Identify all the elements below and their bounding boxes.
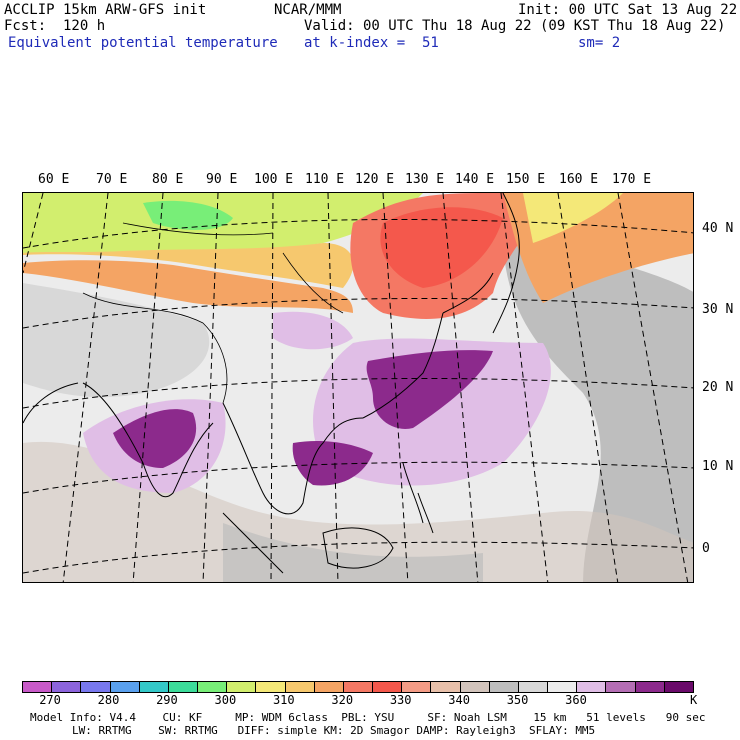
coastline-sumatra	[222, 512, 284, 574]
model-title: ACCLIP 15km ARW-GFS init	[4, 2, 207, 18]
color-scale-swatch	[373, 682, 403, 692]
longitude-label: 120 E	[355, 172, 395, 187]
graticule	[23, 193, 693, 582]
valid-time: Valid: 00 UTC Thu 18 Aug 22 (09 KST Thu …	[304, 18, 726, 34]
color-scale-tick-label: 320	[331, 693, 354, 707]
gray-band-south-2	[223, 523, 483, 582]
north-green-patch	[143, 200, 233, 230]
color-scale-swatch	[664, 682, 693, 692]
color-scale-tick-label: 280	[97, 693, 120, 707]
country-borders	[82, 222, 344, 404]
color-scale-swatch	[23, 682, 53, 692]
color-scale-tick-label: 340	[448, 693, 470, 707]
north-salmon-band	[23, 260, 353, 313]
color-scale-swatch	[577, 682, 607, 692]
field-name: Equivalent potential temperature	[8, 35, 278, 51]
longitude-label: 170 E	[612, 172, 652, 187]
color-scale-swatch	[168, 682, 199, 692]
color-scale-unit: K	[690, 693, 698, 707]
coastline-arabia	[23, 382, 79, 424]
model-info-line-1: Model Info: V4.4 CU: KF MP: WDM 6class P…	[30, 711, 706, 724]
coastline-india	[82, 382, 214, 498]
color-scale-swatch	[460, 682, 490, 692]
north-red-core	[380, 207, 503, 288]
forecast-hour: Fcst: 120 h	[4, 18, 106, 34]
purple-dark-sea	[292, 441, 373, 486]
longitude-label: 140 E	[455, 172, 495, 187]
latitude-label: 30 N	[702, 302, 734, 317]
longitude-label: 70 E	[96, 172, 128, 187]
color-scale-tick-label: 350	[506, 693, 529, 707]
longitude-label: 90 E	[206, 172, 238, 187]
coastline-philippines	[402, 462, 434, 534]
latitude-label: 20 N	[702, 380, 734, 395]
coastline-borneo	[322, 527, 394, 569]
coastline-korea-japan	[442, 193, 520, 334]
purple-dark-east	[366, 350, 493, 429]
model-info-line-2: LW: RRTMG SW: RRTMG DIFF: simple KM: 2D …	[72, 724, 596, 737]
longitude-label: 100 E	[254, 172, 294, 187]
color-scale-swatch	[635, 682, 665, 692]
center-name: NCAR/MMM	[274, 2, 342, 18]
longitude-label: 160 E	[559, 172, 599, 187]
coastline-indochina	[222, 402, 364, 515]
smoothing: sm= 2	[578, 35, 621, 51]
color-scale-tick-label: 330	[389, 693, 412, 707]
longitude-label: 130 E	[405, 172, 445, 187]
theta-e-map	[23, 193, 693, 582]
color-scale-swatch	[227, 682, 257, 692]
color-scale-swatch	[489, 682, 519, 692]
color-scale-swatch	[285, 682, 315, 692]
color-scale-swatch	[314, 682, 344, 692]
color-scale-swatch	[606, 682, 636, 692]
init-time: Init: 00 UTC Sat 13 Aug 22	[518, 2, 738, 18]
color-scale-tick-label: 290	[156, 693, 178, 707]
purple-dark-west	[113, 409, 197, 468]
color-scale-swatch	[139, 682, 169, 692]
latitude-label: 10 N	[702, 459, 734, 474]
purple-light-patches	[273, 311, 353, 350]
longitude-label: 110 E	[305, 172, 345, 187]
gray-band-south	[23, 441, 693, 582]
coastline-china	[362, 312, 444, 419]
color-scale-tick-label: 310	[272, 693, 295, 707]
color-scale-bar	[22, 681, 694, 693]
color-scale-swatch	[198, 682, 228, 692]
longitude-label: 60 E	[38, 172, 70, 187]
latitude-label: 0	[702, 541, 710, 556]
color-scale-swatch	[431, 682, 461, 692]
level-index: at k-index = 51	[304, 35, 439, 51]
color-scale-tick-label: 270	[39, 693, 61, 707]
map-panel	[22, 192, 694, 583]
north-orange-band	[23, 243, 354, 288]
color-scale-swatch	[52, 682, 82, 692]
color-scale-swatch	[343, 682, 374, 692]
longitude-label: 80 E	[152, 172, 184, 187]
color-scale-swatch	[81, 682, 111, 692]
longitude-label: 150 E	[506, 172, 546, 187]
latitude-label: 40 N	[702, 221, 734, 236]
color-scale-tick-label: 360	[565, 693, 587, 707]
gray-band-patches	[23, 283, 210, 398]
northeast-yellow-band	[523, 193, 623, 243]
color-scale-swatch	[548, 682, 578, 692]
color-scale-swatch	[256, 682, 286, 692]
color-scale-swatch	[402, 682, 432, 692]
color-scale-tick-label: 300	[214, 693, 237, 707]
color-scale-swatch	[518, 682, 549, 692]
color-scale-swatch	[110, 682, 140, 692]
gray-band-east	[503, 233, 693, 582]
